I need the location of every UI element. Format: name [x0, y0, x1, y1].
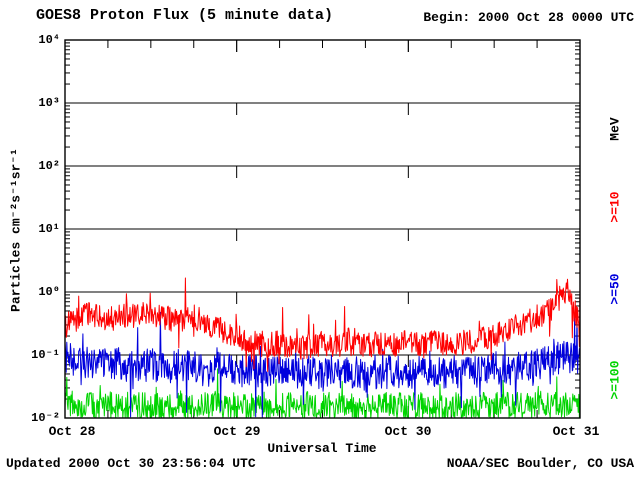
y-tick-label: 10⁴	[38, 33, 60, 47]
y-tick-label: 10⁻²	[31, 411, 60, 425]
x-axis-label: Universal Time	[267, 441, 377, 456]
credit-label: NOAA/SEC Boulder, CO USA	[446, 456, 634, 471]
y-tick-label: 10³	[38, 96, 60, 110]
series-label-ge100: >=100	[607, 360, 623, 400]
y-tick-label: 10¹	[38, 222, 60, 236]
y-tick-label: 10⁰	[38, 285, 60, 299]
begin-timestamp: Begin: 2000 Oct 28 0000 UTC	[423, 10, 634, 25]
series-label-ge50: >=50	[607, 273, 623, 305]
x-tick-label: Oct 29	[213, 424, 261, 439]
y-tick-label: 10⁻¹	[31, 348, 60, 362]
chart-title: GOES8 Proton Flux (5 minute data)	[36, 7, 334, 24]
series-label-ge10: >=10	[607, 191, 623, 223]
x-tick-label: Oct 28	[48, 424, 96, 439]
x-tick-label: Oct 30	[384, 424, 432, 439]
x-tick-label: Oct 31	[552, 424, 600, 439]
updated-timestamp: Updated 2000 Oct 30 23:56:04 UTC	[6, 456, 256, 471]
y-tick-label: 10²	[38, 159, 60, 173]
right-axis-unit-label: MeV	[607, 117, 623, 141]
